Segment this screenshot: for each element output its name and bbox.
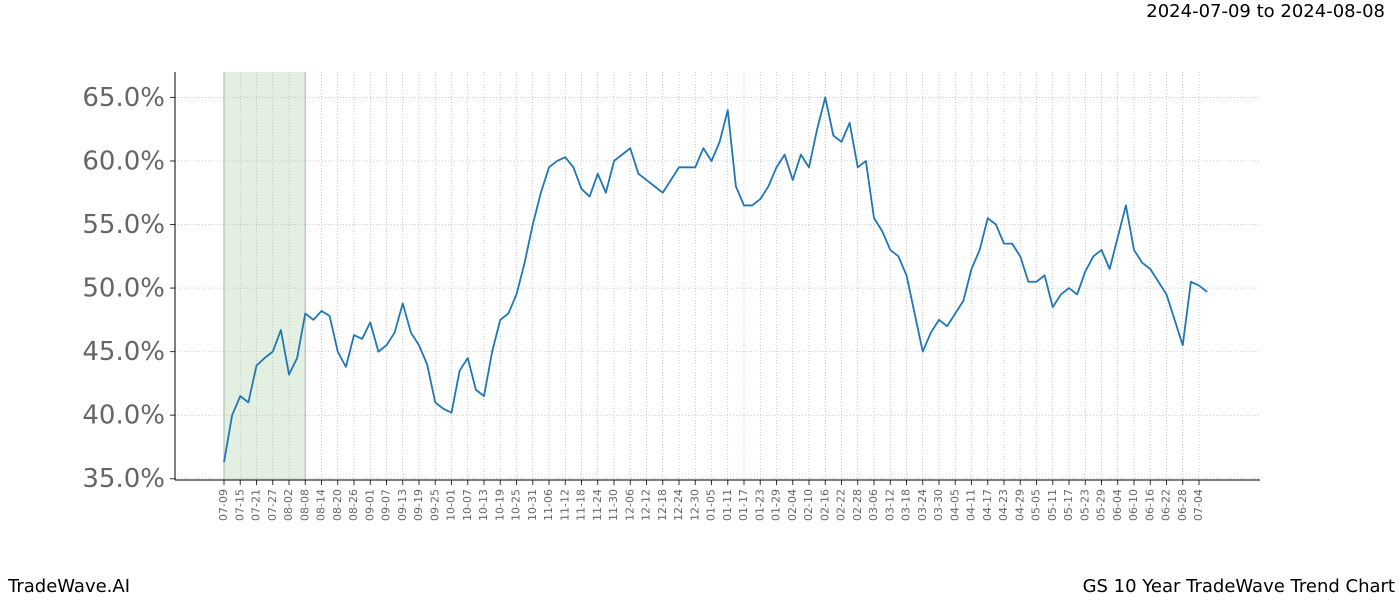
x-tick-label: 04-11 [965, 489, 978, 521]
x-tick-label: 06-22 [1160, 489, 1173, 521]
brand: TradeWave.AI [7, 576, 130, 597]
x-tick-label: 10-01 [445, 489, 458, 521]
x-tick-label: 10-13 [477, 489, 490, 521]
x-tick-label: 06-28 [1176, 489, 1189, 521]
x-tick-label: 01-05 [705, 489, 718, 521]
x-tick-label: 10-07 [461, 489, 474, 521]
x-tick-label: 04-17 [981, 489, 994, 521]
x-tick-label: 02-28 [851, 489, 864, 521]
x-tick-label: 08-08 [298, 489, 311, 521]
x-tick-label: 12-12 [640, 489, 653, 521]
x-tick-label: 07-21 [250, 489, 263, 521]
x-tick-label: 05-05 [1030, 489, 1043, 521]
x-tick-label: 09-01 [363, 489, 376, 521]
x-tick-label: 01-11 [721, 489, 734, 521]
x-tick-label: 08-02 [282, 489, 295, 521]
x-tick-label: 11-06 [542, 489, 555, 521]
date-range: 2024-07-09 to 2024-08-08 [1146, 1, 1385, 22]
x-tick-label: 01-17 [737, 489, 750, 521]
x-tick-label: 10-25 [510, 489, 523, 521]
x-tick-label: 11-30 [607, 489, 620, 521]
y-tick-label: 35.0% [82, 464, 165, 494]
x-tick-label: 07-09 [217, 489, 230, 521]
x-tick-label: 04-23 [997, 489, 1010, 521]
x-tick-label: 09-19 [412, 489, 425, 521]
x-tick-label: 05-11 [1046, 489, 1059, 521]
x-tick-label: 08-26 [347, 489, 360, 521]
x-tick-label: 06-04 [1111, 489, 1124, 521]
x-tick-label: 12-18 [656, 489, 669, 521]
x-tick-label: 11-24 [591, 489, 604, 521]
x-tick-label: 01-23 [753, 489, 766, 521]
x-tick-label: 08-20 [331, 489, 344, 521]
x-tick-label: 02-22 [835, 489, 848, 521]
trend-line [223, 96, 1208, 463]
x-tick-label: 03-12 [883, 489, 896, 521]
x-tick-label: 09-07 [380, 489, 393, 521]
x-tick-label: 03-30 [932, 489, 945, 521]
x-tick-label: 12-06 [623, 489, 636, 521]
y-tick-label: 50.0% [82, 274, 165, 304]
y-tick-label: 55.0% [82, 210, 165, 240]
x-tick-label: 03-18 [900, 489, 913, 521]
highlight-span [224, 72, 306, 480]
y-tick-label: 40.0% [82, 401, 165, 431]
x-tick-label: 11-12 [558, 489, 571, 521]
x-tick-label: 09-25 [428, 489, 441, 521]
y-tick-label: 65.0% [82, 83, 165, 113]
x-tick-label: 04-29 [1013, 489, 1026, 521]
x-tick-label: 08-14 [315, 489, 328, 521]
x-tick-label: 10-31 [526, 489, 539, 521]
x-tick-label: 03-24 [916, 489, 929, 521]
x-tick-label: 10-19 [493, 489, 506, 521]
x-tick-label: 03-06 [867, 489, 880, 521]
x-tick-label: 06-16 [1143, 489, 1156, 521]
x-tick-label: 04-05 [948, 489, 961, 521]
x-tick-label: 05-29 [1095, 489, 1108, 521]
x-tick-label: 11-18 [575, 489, 588, 521]
x-tick-label: 05-17 [1062, 489, 1075, 521]
x-tick-label: 07-15 [233, 489, 246, 521]
x-tick-label: 09-13 [396, 489, 409, 521]
chart-name: GS 10 Year TradeWave Trend Chart [1083, 576, 1395, 597]
x-tick-label: 07-27 [266, 489, 279, 521]
x-tick-label: 05-23 [1078, 489, 1091, 521]
x-tick-label: 02-04 [786, 489, 799, 521]
x-tick-label: 02-16 [818, 489, 831, 521]
x-tick-label: 12-30 [688, 489, 701, 521]
y-tick-label: 60.0% [82, 146, 165, 176]
x-tick-label: 12-24 [672, 489, 685, 521]
x-tick-label: 01-29 [770, 489, 783, 521]
y-tick-label: 45.0% [82, 337, 165, 367]
x-tick-label: 02-10 [802, 489, 815, 521]
x-tick-label: 07-04 [1192, 489, 1205, 521]
x-tick-label: 06-10 [1127, 489, 1140, 521]
